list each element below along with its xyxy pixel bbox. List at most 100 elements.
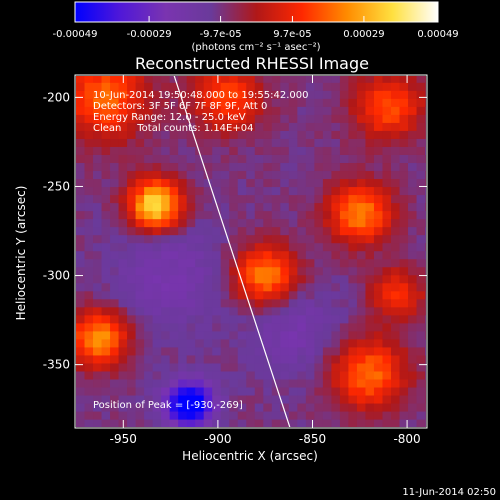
heatmap-cell [391,370,401,380]
heatmap-cell [399,306,409,316]
heatmap-cell [110,154,120,164]
heatmap-cell [101,282,111,292]
heatmap-cell [348,370,358,380]
heatmap-cell [195,330,205,340]
heatmap-cell [322,202,333,212]
heatmap-cell [305,114,315,123]
heatmap-cell [186,250,196,260]
heatmap-cell [212,290,222,300]
heatmap-cell [93,98,103,107]
heatmap-cell [263,186,273,196]
heatmap-cell [110,274,120,284]
heatmap-cell [127,210,137,220]
heatmap-cell [229,106,239,115]
heatmap-cell [271,362,281,372]
heatmap-cell [203,338,213,348]
heatmap-cell [169,298,179,308]
heatmap-cell [254,186,264,196]
heatmap-cell [408,114,418,123]
heatmap-cell [203,210,213,220]
heatmap-cell [127,234,137,244]
heatmap-cell [314,210,324,220]
heatmap-cell [339,162,350,172]
heatmap-cell [152,418,162,427]
heatmap-cell [348,402,358,412]
heatmap-cell [288,122,298,131]
heatmap-cell [280,290,290,300]
heatmap-cell [110,122,120,131]
heatmap-cell [280,218,290,228]
heatmap-cell [348,226,358,236]
heatmap-cell [169,234,179,244]
heatmap-cell [399,194,409,204]
heatmap-cell [297,394,307,404]
heatmap-cell [195,266,205,276]
heatmap-cell [237,386,247,396]
heatmap-cell [391,354,401,364]
heatmap-cell [203,346,213,356]
heatmap-cell [144,194,154,204]
heatmap-cell [382,314,392,324]
heatmap-cell [280,322,290,332]
heatmap-cell [314,386,324,396]
heatmap-cell [297,162,307,172]
heatmap-cell [356,338,367,348]
heatmap-cell [178,330,188,340]
heatmap-cell [161,98,171,107]
heatmap-cell [288,322,298,332]
heatmap-cell [373,418,384,427]
heatmap-cell [161,282,171,292]
heatmap-cell [263,274,273,284]
heatmap-cell [322,114,333,123]
heatmap-cell [365,90,375,99]
heatmap-cell [322,98,333,107]
heatmap-cell [391,250,401,260]
heatmap-cell [101,418,111,427]
heatmap-cell [271,258,281,268]
heatmap-cell [365,170,375,180]
heatmap-cell [254,258,264,268]
heatmap-cell [195,378,205,388]
heatmap-cell [212,330,222,340]
heatmap-cell [186,162,196,172]
heatmap-cell [135,162,145,172]
heatmap-cell [399,394,409,404]
heatmap-cell [305,386,315,396]
heatmap-cell [408,178,418,188]
heatmap-cell [195,186,205,196]
heatmap-cell [237,210,247,220]
heatmap-cell [237,106,247,115]
heatmap-cell [203,330,213,340]
heatmap-cell [339,210,350,220]
heatmap-cell [229,402,239,412]
heatmap-cell [76,322,86,332]
heatmap-cell [220,234,230,244]
heatmap-cell [220,386,230,396]
heatmap-cell [152,202,162,212]
heatmap-cell [365,146,375,155]
heatmap-cell [161,170,171,180]
heatmap-cell [408,266,418,276]
heatmap-cell [135,106,145,115]
heatmap-cell [391,274,401,284]
heatmap-cell [416,130,426,139]
heatmap-cell [178,282,188,292]
heatmap-cell [161,226,171,236]
heatmap-cell [135,322,145,332]
heatmap-cell [391,362,401,372]
heatmap-cell [246,394,256,404]
heatmap-cell [101,178,111,188]
heatmap-cell [93,146,103,155]
heatmap-cell [288,306,298,316]
heatmap-cell [365,202,375,212]
heatmap-cell [101,130,111,139]
heatmap-cell [93,170,103,180]
heatmap-cell [339,322,350,332]
heatmap-cell [339,234,350,244]
heatmap-cell [203,114,213,123]
heatmap-cell [127,410,137,420]
heatmap-cell [322,290,333,300]
heatmap-cell [339,306,350,316]
heatmap-cell [348,354,358,364]
heatmap-cell [263,154,273,164]
